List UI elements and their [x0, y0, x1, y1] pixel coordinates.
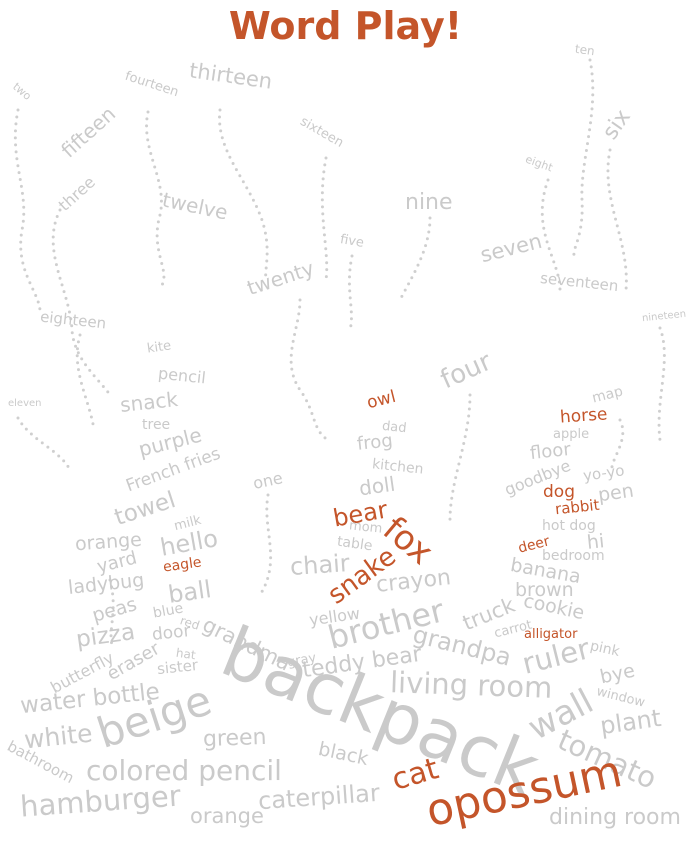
word-hot-dog: hot dog [542, 518, 596, 534]
word-nine: nine [405, 190, 453, 215]
word-horse: horse [559, 404, 609, 428]
word-apple: apple [553, 427, 590, 442]
word-alligator: alligator [524, 627, 578, 642]
dotted-trail [289, 298, 330, 442]
dotted-trail [398, 216, 432, 302]
word-sister: sister [156, 655, 199, 679]
word-green: green [202, 724, 267, 753]
word-colored-pencil: colored pencil [86, 754, 282, 787]
word-pen: pen [596, 479, 636, 507]
word-doll: doll [357, 471, 397, 501]
dotted-trail [218, 108, 269, 282]
dotted-trail [606, 148, 628, 292]
dotted-trail [572, 58, 595, 260]
word-pencil: pencil [157, 363, 207, 388]
dotted-trail [540, 178, 562, 292]
word-frog: frog [355, 430, 394, 455]
word-orange-bottom: orange [190, 804, 264, 828]
dotted-trail [258, 493, 273, 597]
word-bedroom: bedroom [542, 548, 605, 564]
word-tree: tree [142, 417, 171, 433]
word-snack: snack [118, 387, 180, 417]
word-dining-room: dining room [549, 805, 681, 830]
word-door: door [151, 621, 192, 645]
word-eleven: eleven [8, 398, 42, 409]
word-kite: kite [146, 338, 173, 357]
word-brown: brown [515, 579, 574, 601]
word-rabbit: rabbit [554, 495, 601, 519]
dotted-trail [347, 254, 354, 332]
dotted-trail [320, 156, 329, 282]
dotted-trail [610, 418, 625, 472]
dotted-trail [75, 333, 96, 432]
dotted-trail [145, 110, 166, 287]
word-mom: mom [348, 518, 383, 537]
word-five: five [338, 232, 366, 251]
dotted-trail [448, 393, 472, 522]
dotted-trail [51, 208, 112, 397]
dotted-trail [108, 578, 115, 647]
word-ten: ten [574, 41, 596, 59]
dotted-trail [16, 416, 72, 472]
page-title: Word Play! [228, 4, 463, 48]
dotted-trail [657, 326, 666, 442]
dotted-trail [13, 108, 42, 312]
word-dog: dog [543, 482, 575, 502]
